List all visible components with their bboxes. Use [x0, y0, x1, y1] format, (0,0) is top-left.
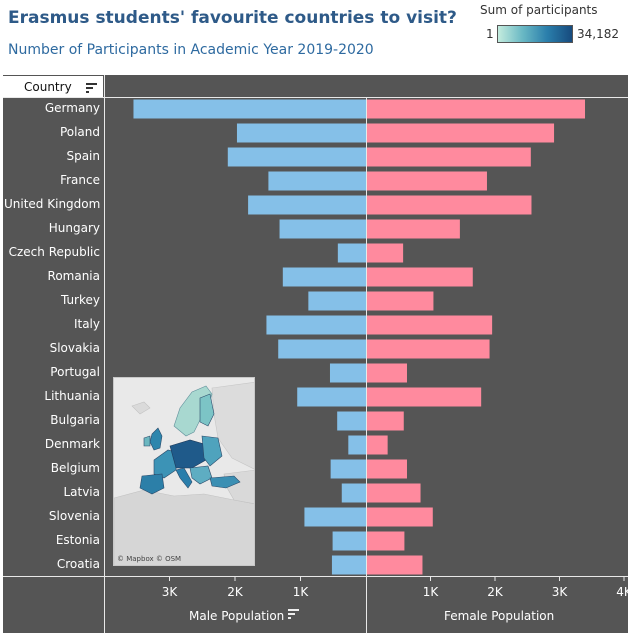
country-label: Turkey — [60, 293, 100, 307]
male-bar[interactable] — [332, 531, 366, 551]
country-label: Poland — [59, 125, 100, 139]
female-axis-tick-label: 2K — [487, 585, 503, 599]
female-bar[interactable] — [367, 531, 405, 551]
country-label: Estonia — [55, 533, 100, 547]
country-label: France — [60, 173, 100, 187]
male-bar[interactable] — [348, 435, 366, 455]
country-label: Germany — [44, 101, 100, 115]
map-land-balkans — [189, 465, 213, 485]
female-bar[interactable] — [367, 507, 433, 527]
country-label: United Kingdom — [4, 197, 101, 211]
map-land-eastern-europe — [201, 435, 223, 467]
female-bar[interactable] — [367, 243, 404, 263]
country-label: Bulgaria — [50, 413, 100, 427]
country-label: Slovenia — [48, 509, 100, 523]
male-bar[interactable] — [278, 339, 366, 359]
female-bar[interactable] — [367, 555, 423, 575]
male-bar[interactable] — [337, 243, 366, 263]
male-bar[interactable] — [227, 147, 366, 167]
male-bar[interactable] — [248, 195, 366, 215]
country-label: Spain — [66, 149, 100, 163]
map-land-iberia — [139, 473, 165, 495]
female-bar[interactable] — [367, 171, 487, 191]
female-bar[interactable] — [367, 267, 473, 287]
map-land-iceland — [131, 401, 151, 415]
female-axis-tick-label: 3K — [551, 585, 568, 599]
male-bar[interactable] — [268, 171, 366, 191]
country-label: Slovakia — [49, 341, 100, 355]
female-bar[interactable] — [367, 435, 388, 455]
country-column-header[interactable]: Country — [24, 80, 72, 94]
female-bar[interactable] — [367, 363, 407, 383]
male-bar[interactable] — [133, 99, 366, 119]
female-bar[interactable] — [367, 195, 532, 215]
male-axis-tick-label: 2K — [227, 585, 243, 599]
female-bar[interactable] — [367, 291, 434, 311]
country-label: Latvia — [63, 485, 100, 499]
male-bar[interactable] — [308, 291, 366, 311]
female-bar[interactable] — [367, 483, 421, 503]
map-land-ireland — [143, 435, 151, 447]
male-bar[interactable] — [329, 363, 366, 383]
country-label: Portugal — [50, 365, 100, 379]
male-bar[interactable] — [266, 315, 366, 335]
female-bar[interactable] — [367, 411, 404, 431]
country-label: Belgium — [50, 461, 100, 475]
country-header-cell — [3, 76, 103, 97]
map-land-turkey — [209, 475, 241, 489]
female-axis-title: Female Population — [444, 609, 555, 623]
male-bar[interactable] — [236, 123, 366, 143]
female-bar[interactable] — [367, 147, 531, 167]
male-bar[interactable] — [341, 483, 366, 503]
male-bar[interactable] — [297, 387, 366, 407]
female-bar[interactable] — [367, 219, 460, 239]
legend-max-label: 34,182 — [577, 27, 619, 41]
male-bar[interactable] — [279, 219, 366, 239]
female-bar[interactable] — [367, 387, 482, 407]
country-label: Hungary — [48, 221, 100, 235]
legend-title: Sum of participants — [480, 3, 598, 17]
map-land-central-europe — [169, 439, 207, 469]
male-bar[interactable] — [331, 555, 366, 575]
female-bar[interactable] — [367, 315, 493, 335]
female-axis-tick-label: 1K — [422, 585, 439, 599]
legend-gradient-bar — [497, 25, 573, 43]
country-label: Romania — [47, 269, 100, 283]
map-attribution: © Mapbox © OSM — [117, 555, 182, 563]
female-bar[interactable] — [367, 459, 407, 479]
color-legend: Sum of participants 1 34,182 — [470, 3, 636, 43]
female-bar[interactable] — [367, 99, 586, 119]
sort-icon-axis[interactable] — [288, 609, 299, 619]
legend-min-label: 1 — [486, 27, 494, 41]
europe-map-inset[interactable]: © Mapbox © OSM — [113, 377, 255, 566]
female-bar[interactable] — [367, 123, 555, 143]
country-label: Czech Republic — [8, 245, 100, 259]
male-axis-title: Male Population — [189, 609, 285, 623]
country-label: Italy — [73, 317, 100, 331]
sort-icon[interactable] — [86, 83, 97, 93]
map-land-uk — [149, 427, 163, 451]
europe-map-svg — [114, 381, 254, 565]
male-bar[interactable] — [304, 507, 366, 527]
male-bar[interactable] — [337, 411, 366, 431]
country-label: Lithuania — [44, 389, 100, 403]
male-bar[interactable] — [282, 267, 366, 287]
chart-subtitle: Number of Participants in Academic Year … — [8, 42, 374, 58]
male-axis-tick-label: 1K — [292, 585, 309, 599]
male-bar[interactable] — [330, 459, 366, 479]
country-label: Croatia — [56, 557, 100, 571]
male-axis-tick-label: 3K — [161, 585, 178, 599]
female-bar[interactable] — [367, 339, 490, 359]
chart-title: Erasmus students' favourite countries to… — [8, 8, 457, 28]
female-axis-tick-label: 4K — [616, 585, 632, 599]
country-label: Denmark — [44, 437, 100, 451]
map-land-finland-baltics — [199, 393, 215, 427]
map-land-italy — [175, 467, 193, 489]
